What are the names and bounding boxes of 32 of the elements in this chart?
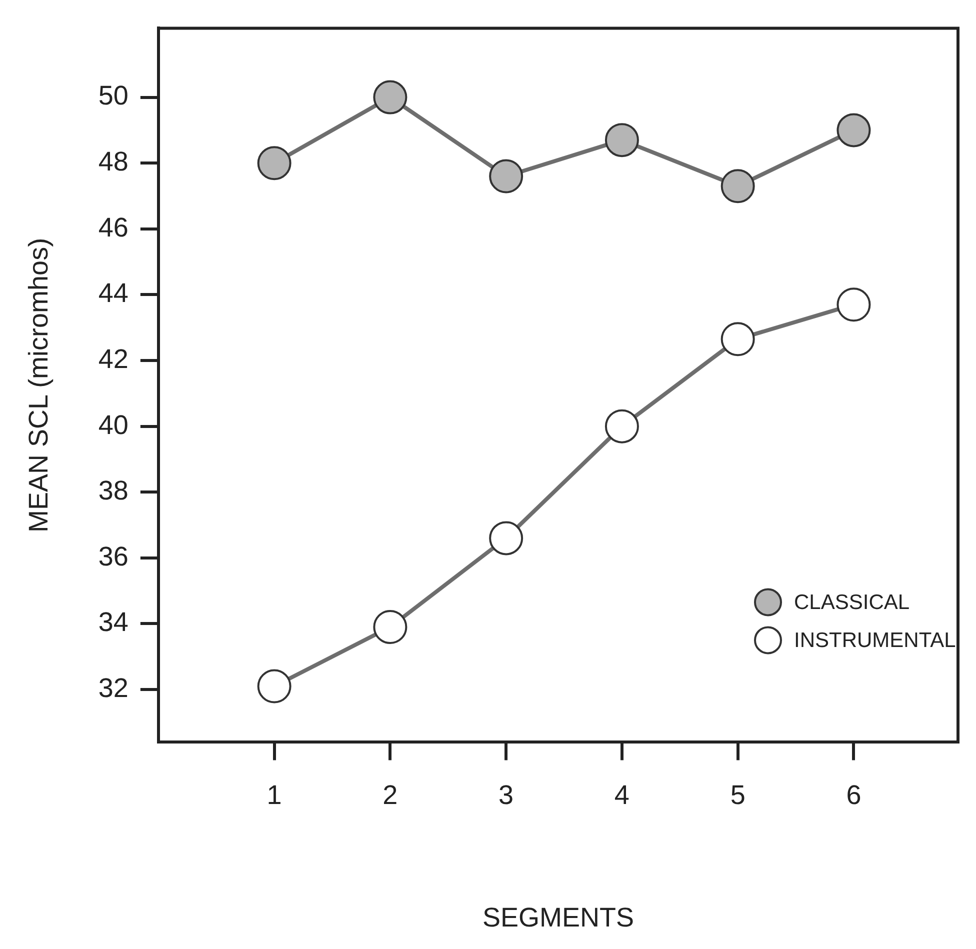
x-tick-label: 2 xyxy=(382,780,398,810)
y-tick-label: 46 xyxy=(98,212,128,242)
point xyxy=(836,113,871,148)
point xyxy=(836,288,871,322)
y-tick-label: 32 xyxy=(98,673,128,704)
y-tick-label: 50 xyxy=(98,80,128,111)
point xyxy=(257,669,292,704)
y-tick-label: 34 xyxy=(98,607,128,638)
y-tick-label: 42 xyxy=(98,344,128,374)
x-tick-label: 1 xyxy=(266,780,282,810)
point xyxy=(604,123,639,158)
point xyxy=(489,159,524,194)
point xyxy=(720,169,755,204)
point xyxy=(373,80,408,114)
point xyxy=(257,146,292,180)
y-tick-label: 40 xyxy=(98,410,128,440)
x-axis-title: SEGMENTS xyxy=(482,902,634,932)
x-tick-label: 3 xyxy=(498,780,514,810)
point xyxy=(489,521,524,556)
point xyxy=(373,610,408,644)
legend-label: INSTRUMENTAL xyxy=(794,628,956,652)
x-tick-label: 4 xyxy=(614,780,630,810)
y-axis-title: MEAN SCL (micromhos) xyxy=(24,238,54,532)
point xyxy=(720,322,755,356)
y-tick-label: 48 xyxy=(98,146,128,177)
x-tick-label: 5 xyxy=(730,780,746,810)
y-tick-label: 36 xyxy=(98,541,128,572)
y-tick-label: 44 xyxy=(98,278,128,308)
x-tick-label: 6 xyxy=(846,780,862,810)
y-tick-label: 38 xyxy=(98,476,128,506)
legend-label: CLASSICAL xyxy=(794,590,910,614)
point xyxy=(604,409,639,444)
